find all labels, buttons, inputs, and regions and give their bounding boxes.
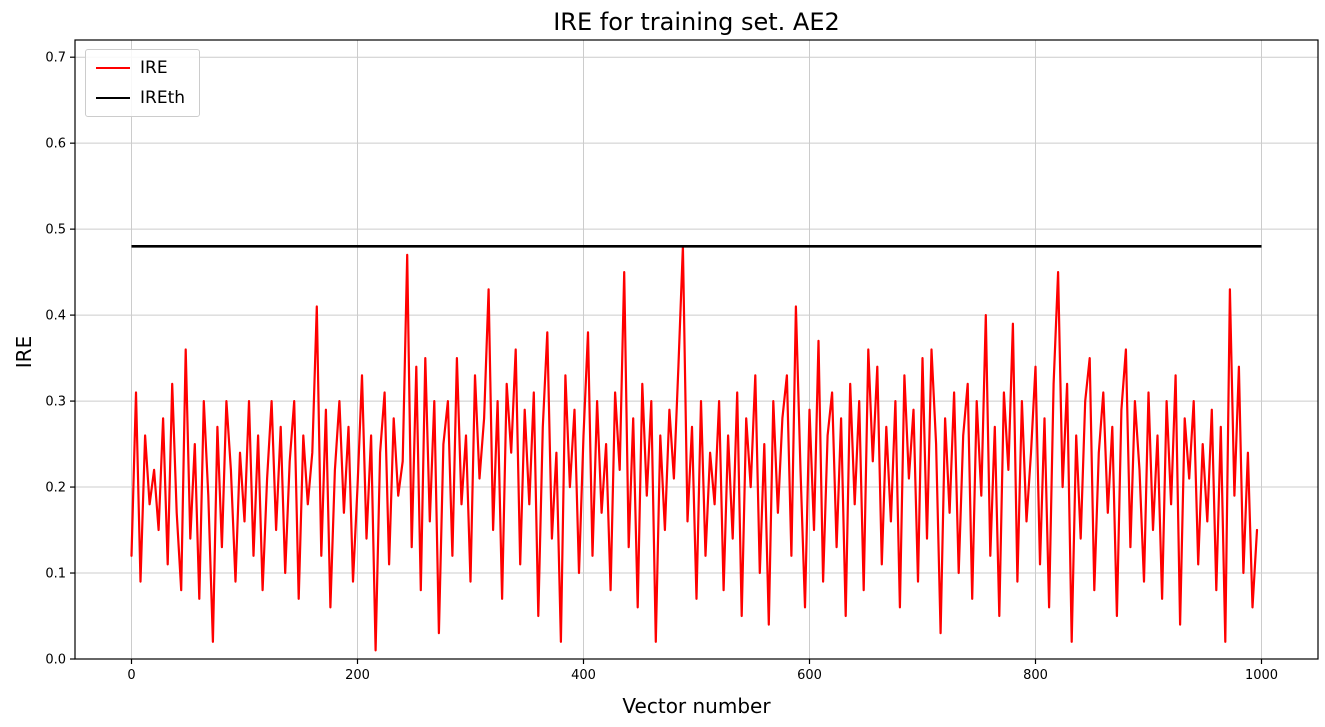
y-tick-label: 0.2 xyxy=(45,481,66,496)
chart-title: IRE for training set. AE2 xyxy=(553,8,840,36)
legend-swatch-ireth xyxy=(96,97,130,99)
legend-label-ire: IRE xyxy=(140,58,168,78)
y-tick-label: 0.4 xyxy=(45,309,66,324)
x-tick-label: 200 xyxy=(345,668,370,683)
legend-swatch-ire xyxy=(96,67,130,69)
x-tick-label: 600 xyxy=(797,668,822,683)
y-tick-label: 0.3 xyxy=(45,395,66,410)
y-tick-label: 0.5 xyxy=(45,223,66,238)
legend-item-ireth: IREth xyxy=(96,88,185,108)
legend-item-ire: IRE xyxy=(96,58,185,78)
x-tick-label: 800 xyxy=(1023,668,1048,683)
x-axis-label: Vector number xyxy=(622,694,771,718)
y-tick-label: 0.6 xyxy=(45,137,66,152)
y-axis-label: IRE xyxy=(12,335,36,369)
x-tick-label: 1000 xyxy=(1245,668,1278,683)
series-line-ire xyxy=(130,245,1259,652)
y-tick-label: 0.0 xyxy=(45,653,66,668)
legend: IRE IREth xyxy=(85,49,201,117)
axes-box xyxy=(74,39,1319,660)
legend-label-ireth: IREth xyxy=(140,88,186,108)
x-tick-label: 0 xyxy=(127,668,135,683)
y-tick-label: 0.7 xyxy=(45,51,66,66)
y-tick-label: 0.1 xyxy=(45,567,66,582)
x-tick-label: 400 xyxy=(571,668,596,683)
